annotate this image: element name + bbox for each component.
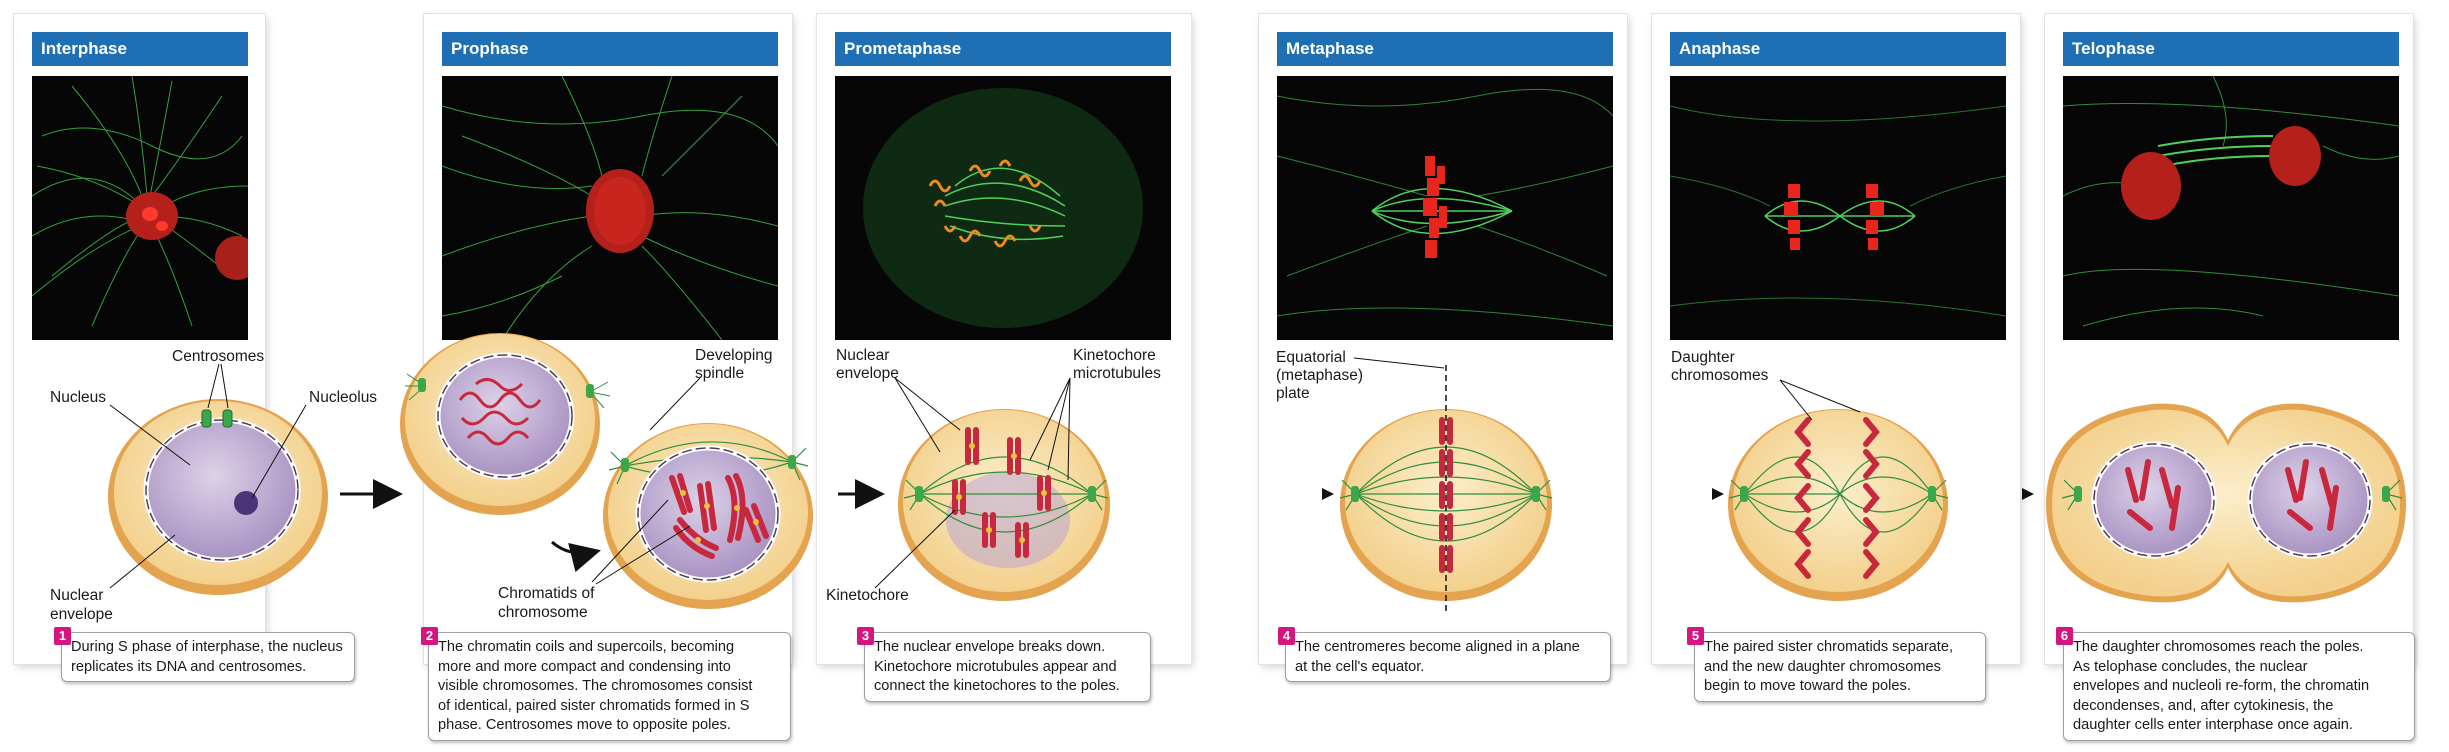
- caption-text: The chromatin coils and supercoils, beco…: [438, 639, 753, 733]
- prometaphase-leaders: [874, 377, 1071, 589]
- cell-prophase-early: [400, 333, 611, 515]
- micrograph-anaphase: [1670, 76, 2006, 340]
- label-nucleus: Nucleus: [50, 389, 106, 406]
- stage-title: Prometaphase: [835, 32, 1171, 66]
- caption-text: The daughter chromosomes reach the poles…: [2073, 639, 2370, 733]
- cell-anaphase: [1728, 409, 1949, 601]
- label-chromatids-b: chromosome: [498, 604, 588, 621]
- label-centrosomes: Centrosomes: [172, 348, 264, 365]
- label-kinetochore-microtubules-a: Kinetochore: [1073, 347, 1156, 364]
- arrow-prophase-progression: [551, 540, 601, 573]
- metaphase-leader: [1353, 357, 1445, 369]
- interphase-leaders: [109, 363, 307, 589]
- caption-prometaphase: 3 The nuclear envelope breaks down. Kine…: [857, 627, 1151, 702]
- cell-metaphase: [1339, 365, 1553, 612]
- cell-prophase-late: [603, 423, 813, 609]
- caption-text: The centromeres become aligned in a plan…: [1295, 639, 1580, 675]
- micrograph-telophase: [2063, 76, 2399, 340]
- label-equatorial-c: plate: [1276, 385, 1310, 402]
- caption-telophase: 6 The daughter chromosomes reach the pol…: [2056, 627, 2415, 741]
- label-equatorial-b: (metaphase): [1276, 367, 1363, 384]
- micrograph-metaphase: [1277, 76, 1613, 340]
- step-badge: 1: [54, 627, 71, 645]
- cell-telophase: [2046, 403, 2406, 603]
- label-developing-spindle-b: spindle: [695, 365, 744, 382]
- label-nuclear-envelope-3b: envelope: [836, 365, 899, 382]
- caption-anaphase: 5 The paired sister chromatids separate,…: [1687, 627, 1986, 702]
- label-developing-spindle-a: Developing: [695, 347, 773, 364]
- label-kinetochore-microtubules-b: microtubules: [1073, 365, 1161, 382]
- stage-title: Telophase: [2063, 32, 2399, 66]
- micrograph-prometaphase: [835, 76, 1171, 340]
- prophase-leaders: [591, 377, 701, 585]
- label-nuclear-envelope-1a: Nuclear: [50, 587, 103, 604]
- caption-text: The nuclear envelope breaks down. Kineto…: [874, 639, 1120, 694]
- caption-prophase: 2 The chromatin coils and supercoils, be…: [421, 627, 791, 741]
- stage-title: Prophase: [442, 32, 778, 66]
- label-nuclear-envelope-3a: Nuclear: [836, 347, 889, 364]
- stage-title: Anaphase: [1670, 32, 2006, 66]
- label-kinetochore: Kinetochore: [826, 587, 909, 604]
- micrograph-prophase: [442, 76, 778, 340]
- stage-title: Metaphase: [1277, 32, 1613, 66]
- stage-title: Interphase: [32, 32, 248, 66]
- step-badge: 5: [1687, 627, 1704, 645]
- label-equatorial-a: Equatorial: [1276, 349, 1346, 366]
- label-nuclear-envelope-1b: envelope: [50, 606, 113, 623]
- step-badge: 2: [421, 627, 438, 645]
- anaphase-leaders: [1779, 379, 1861, 421]
- caption-interphase: 1 During S phase of interphase, the nucl…: [54, 627, 355, 682]
- transition-arrows: [340, 479, 2034, 509]
- label-nucleolus: Nucleolus: [309, 389, 377, 406]
- label-chromatids-a: Chromatids of: [498, 585, 595, 602]
- caption-text: The paired sister chromatids separate, a…: [1704, 639, 1954, 694]
- step-badge: 3: [857, 627, 874, 645]
- step-badge: 6: [2056, 627, 2073, 645]
- caption-text: During S phase of interphase, the nucleu…: [71, 639, 343, 675]
- step-badge: 4: [1278, 627, 1295, 645]
- cell-prometaphase: [898, 409, 1110, 601]
- label-daughter-b: chromosomes: [1671, 367, 1769, 384]
- micrograph-interphase: [32, 76, 248, 340]
- caption-metaphase: 4 The centromeres become aligned in a pl…: [1278, 627, 1611, 682]
- label-daughter-a: Daughter: [1671, 349, 1735, 366]
